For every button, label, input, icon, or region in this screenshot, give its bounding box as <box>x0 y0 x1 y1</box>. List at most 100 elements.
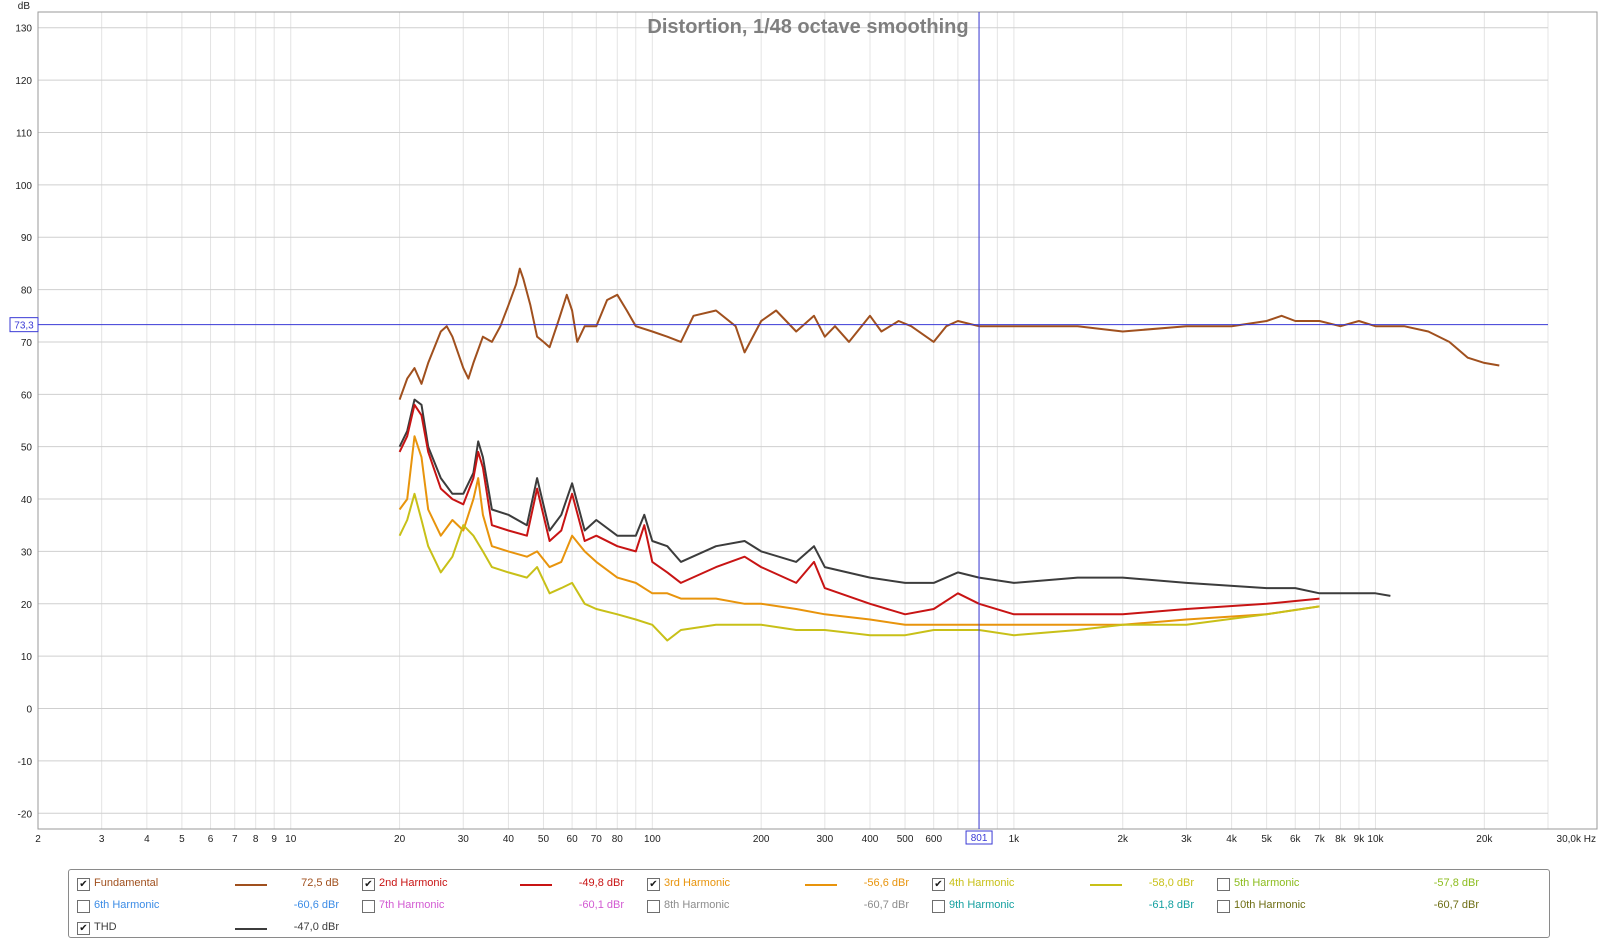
cursor-y-box <box>9 317 39 333</box>
series-2nd-harmonic <box>398 403 1320 616</box>
legend-value: -49,8 dBr <box>578 877 624 889</box>
series-thd <box>398 398 1391 597</box>
plot-frame <box>37 11 1598 830</box>
x-tick-label: 60 <box>567 834 579 845</box>
x-tick-label: 8k <box>1335 834 1347 845</box>
x-tick-label: 5 <box>179 834 185 845</box>
legend-item-4th-harmonic[interactable]: ✔ 4th Harmonic -58,0 dBr <box>932 875 1194 895</box>
x-tick-label: 20 <box>394 834 406 845</box>
x-tick-label: 10k <box>1367 834 1384 845</box>
x-tick-label: 6k <box>1290 834 1302 845</box>
legend-item-2nd-harmonic[interactable]: ✔ 2nd Harmonic -49,8 dBr <box>362 875 624 895</box>
legend-value: -61,8 dBr <box>1148 899 1194 911</box>
legend-label: 9th Harmonic <box>949 899 1015 911</box>
legend-label: THD <box>94 921 117 933</box>
legend-item-5th-harmonic[interactable]: 5th Harmonic -57,8 dBr <box>1217 875 1479 895</box>
legend-item-6th-harmonic[interactable]: 6th Harmonic -60,6 dBr <box>77 897 339 917</box>
x-tick-label: 300 <box>816 834 833 845</box>
y-tick-label: 120 <box>15 76 32 87</box>
x-tick-label: 200 <box>753 834 770 845</box>
legend-value: 72,5 dB <box>301 877 339 889</box>
legend-checkbox[interactable] <box>77 900 90 913</box>
legend-label: 3rd Harmonic <box>664 877 731 889</box>
x-tick-label: 30 <box>458 834 470 845</box>
legend-label: 8th Harmonic <box>664 899 730 911</box>
y-tick-label: 130 <box>15 24 32 35</box>
x-tick-label: 40 <box>503 834 515 845</box>
y-tick-label: 10 <box>21 652 33 663</box>
x-tick-label: 400 <box>862 834 879 845</box>
x-tick-label: 9 <box>271 834 277 845</box>
legend: ✔ Fundamental 72,5 dB ✔ 2nd Harmonic -49,8 dB… <box>68 869 1550 938</box>
legend-item-fundamental[interactable]: ✔ Fundamental 72,5 dB <box>77 875 339 895</box>
y-tick-label: -20 <box>18 809 33 820</box>
x-tick-label: 70 <box>591 834 603 845</box>
legend-value: -60,7 dBr <box>863 899 909 911</box>
legend-item-3rd-harmonic[interactable]: ✔ 3rd Harmonic -56,6 dBr <box>647 875 909 895</box>
cursor-x-label: 801 <box>971 833 988 844</box>
legend-item-10th-harmonic[interactable]: 10th Harmonic -60,7 dBr <box>1217 897 1479 917</box>
chart-title: Distortion, 1/48 octave smoothing <box>647 16 968 38</box>
legend-checkbox[interactable]: ✔ <box>77 922 90 935</box>
y-tick-label: 50 <box>21 443 33 454</box>
legend-checkbox[interactable] <box>1217 900 1230 913</box>
legend-label: 10th Harmonic <box>1234 899 1306 911</box>
legend-swatch <box>1090 884 1122 886</box>
y-tick-label: -10 <box>18 757 33 768</box>
y-tick-label: 70 <box>21 338 33 349</box>
y-axis-unit: dB <box>18 1 31 12</box>
legend-value: -58,0 dBr <box>1148 877 1194 889</box>
y-tick-label: 80 <box>21 286 33 297</box>
legend-swatch <box>235 928 267 930</box>
x-axis-ticks: 2 3 4 5 6 7 8 9 10 20 30 40 50 60 70 80 100 200 300 400 500 6… <box>35 834 1596 845</box>
legend-checkbox[interactable]: ✔ <box>647 878 660 891</box>
legend-swatch <box>805 884 837 886</box>
y-tick-label: 30 <box>21 547 33 558</box>
legend-checkbox[interactable] <box>1217 878 1230 891</box>
legend-checkbox[interactable]: ✔ <box>77 878 90 891</box>
legend-value: -47,0 dBr <box>293 921 339 933</box>
cursor-y-label: 73,3 <box>14 321 34 332</box>
y-tick-label: 40 <box>21 495 33 506</box>
x-tick-label: 4 <box>144 834 150 845</box>
legend-item-thd[interactable]: ✔ THD -47,0 dBr <box>77 919 339 939</box>
legend-checkbox[interactable] <box>647 900 660 913</box>
cursor-layer: 801 73,3 <box>9 12 1548 845</box>
legend-item-7th-harmonic[interactable]: 7th Harmonic -60,1 dBr <box>362 897 624 917</box>
legend-swatch <box>235 884 267 886</box>
cursor-x-box <box>965 830 993 845</box>
y-tick-label: 20 <box>21 600 33 611</box>
grid-minor <box>37 12 1549 829</box>
x-tick-label: 20k <box>1476 834 1493 845</box>
x-tick-label: 3 <box>99 834 105 845</box>
legend-swatch <box>520 884 552 886</box>
x-tick-label: 50 <box>538 834 550 845</box>
series-fundamental <box>398 267 1500 400</box>
y-tick-label: 100 <box>15 181 32 192</box>
legend-item-9th-harmonic[interactable]: 9th Harmonic -61,8 dBr <box>932 897 1194 917</box>
legend-checkbox[interactable] <box>932 900 945 913</box>
x-tick-label: 2k <box>1117 834 1129 845</box>
legend-checkbox[interactable]: ✔ <box>362 878 375 891</box>
x-tick-label: 6 <box>208 834 214 845</box>
x-tick-label: 8 <box>253 834 259 845</box>
legend-value: -56,6 dBr <box>863 877 909 889</box>
x-tick-label: 500 <box>897 834 914 845</box>
legend-label: Fundamental <box>94 877 159 889</box>
x-tick-label: 10 <box>285 834 297 845</box>
legend-value: -57,8 dBr <box>1433 877 1479 889</box>
x-tick-label: 3k <box>1181 834 1193 845</box>
legend-label: 5th Harmonic <box>1234 877 1300 889</box>
y-tick-label: 0 <box>26 705 32 716</box>
legend-item-8th-harmonic[interactable]: 8th Harmonic -60,7 dBr <box>647 897 909 917</box>
x-tick-label: 7 <box>232 834 238 845</box>
legend-checkbox[interactable] <box>362 900 375 913</box>
legend-value: -60,1 dBr <box>578 899 624 911</box>
series-layer <box>398 267 1500 642</box>
legend-checkbox[interactable]: ✔ <box>932 878 945 891</box>
x-tick-label: 9k <box>1354 834 1366 845</box>
x-tick-label: 100 <box>644 834 661 845</box>
x-tick-label: 80 <box>612 834 624 845</box>
